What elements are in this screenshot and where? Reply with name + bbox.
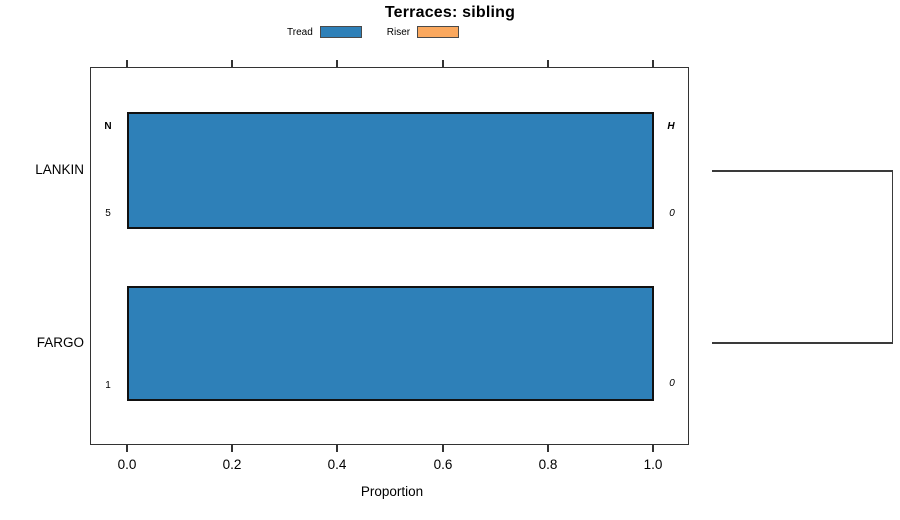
x-tick-label: 0.0 [117,457,137,472]
legend-label-tread: Tread [287,26,313,38]
x-tick-label: 0.4 [327,457,347,472]
x-axis-tick-top [442,60,444,67]
y-axis-label-lankin: LANKIN [35,162,84,177]
bracket-line-top [712,170,893,172]
legend-item-riser: Riser [386,26,460,38]
x-axis-tick [547,445,549,452]
bracket-line-vertical [891,170,893,344]
legend-label-riser: Riser [386,26,411,38]
bar-lankin-tread [127,112,654,229]
tread-color-swatch [319,26,362,38]
x-axis-title: Proportion [360,484,424,499]
x-axis-tick-top [336,60,338,67]
annotation-lankin-n: 5 [105,208,111,219]
annotation-lankin-h: 0 [669,208,675,219]
x-axis-tick-top [547,60,549,67]
x-axis-tick [442,445,444,452]
x-axis-tick [336,445,338,452]
legend: Tread Riser [287,26,460,38]
annotation-right-header: H [667,121,675,132]
x-axis-tick-top [231,60,233,67]
annotation-fargo-h: 0 [669,378,675,389]
legend-item-tread: Tread [287,26,362,38]
bracket-line-bottom [712,342,893,344]
y-axis-label-fargo: FARGO [36,335,84,350]
x-tick-label: 0.6 [433,457,453,472]
x-axis-tick-top [126,60,128,67]
annotation-left-header: N [104,121,112,132]
x-axis-tick [231,445,233,452]
x-axis-tick [126,445,128,452]
x-tick-label: 1.0 [643,457,663,472]
riser-color-swatch [417,26,460,38]
bar-fargo-tread [127,286,654,401]
x-tick-label: 0.2 [222,457,242,472]
x-axis-tick-top [652,60,654,67]
x-tick-label: 0.8 [538,457,558,472]
chart-title: Terraces: sibling [384,4,516,21]
annotation-fargo-n: 1 [105,380,111,391]
plot-frame [90,67,689,445]
x-axis-tick [652,445,654,452]
